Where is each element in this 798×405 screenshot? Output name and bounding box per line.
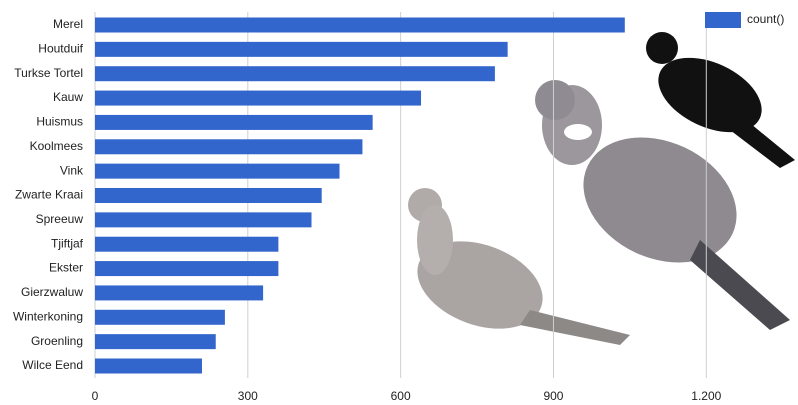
- y-tick-label: Groenling: [31, 334, 83, 348]
- legend-label: count(): [747, 12, 784, 26]
- x-tick-label: 1.200: [691, 389, 721, 403]
- bar: [95, 261, 278, 276]
- bar: [95, 188, 322, 203]
- y-tick-label: Gierzwaluw: [21, 285, 83, 299]
- bar: [95, 212, 312, 227]
- y-tick-label: Huismus: [36, 115, 83, 129]
- y-tick-label: Zwarte Kraai: [15, 188, 83, 202]
- chart: 0 300 600 900 1.200 Merel Houtduif Turkse Torte…: [0, 0, 798, 405]
- y-tick-label: Koolmees: [30, 139, 83, 153]
- bar: [95, 237, 278, 252]
- x-tick-label: 0: [92, 389, 99, 403]
- y-tick-label: Houtduif: [38, 42, 83, 56]
- x-tick-label: 600: [391, 389, 411, 403]
- y-tick-label: Spreeuw: [36, 212, 84, 226]
- y-tick-label: Turkse Tortel: [14, 66, 83, 80]
- y-tick-label: Winterkoning: [13, 309, 83, 323]
- y-tick-label: Wilce Eend: [22, 358, 83, 372]
- bar: [95, 285, 263, 300]
- y-tick-label: Vink: [60, 163, 84, 177]
- x-tick-label: 900: [543, 389, 563, 403]
- bar: [95, 115, 373, 130]
- bar: [95, 310, 225, 325]
- bar: [95, 334, 216, 349]
- bar: [95, 164, 340, 179]
- y-tick-label: Kauw: [53, 90, 83, 104]
- bar: [95, 91, 421, 106]
- bar: [95, 359, 202, 374]
- bar: [95, 66, 495, 81]
- y-tick-label: Tjiftjaf: [51, 236, 84, 250]
- bar: [95, 42, 508, 57]
- bar: [95, 18, 625, 33]
- legend-swatch: [705, 12, 741, 28]
- bar: [95, 139, 362, 154]
- x-tick-label: 300: [238, 389, 258, 403]
- y-tick-label: Merel: [53, 17, 83, 31]
- y-tick-label: Ekster: [49, 261, 83, 275]
